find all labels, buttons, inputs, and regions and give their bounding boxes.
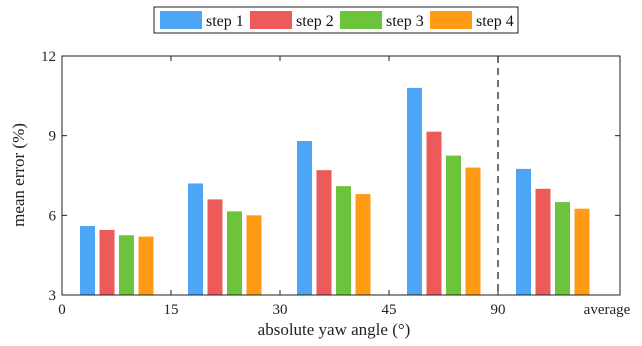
legend-swatch-step-2 <box>250 11 292 29</box>
bar-step-3-45-90 <box>446 155 461 295</box>
bar-step-1-average <box>516 168 531 295</box>
legend-swatch-step-1 <box>160 11 202 29</box>
bars <box>80 87 590 295</box>
y-tick-label-3: 3 <box>49 288 57 304</box>
x-tick-label-average: average <box>584 302 631 318</box>
bar-step-1-15-30 <box>188 183 203 295</box>
legend: step 1 step 2 step 3 step 4 <box>153 6 519 34</box>
y-tick-label-6: 6 <box>49 208 57 224</box>
y-axis-label: mean error (%) <box>9 123 28 227</box>
plot-frame <box>61 55 621 296</box>
bar-step-1-30-45 <box>297 140 312 295</box>
x-tick-label-90: 90 <box>491 302 506 318</box>
x-tick-label-15: 15 <box>164 302 179 318</box>
bar-step-1-45-90 <box>407 87 422 295</box>
x-tick-label-0: 0 <box>58 302 66 318</box>
bar-step-2-average <box>535 188 551 295</box>
legend-label-step-2: step 2 <box>296 13 334 30</box>
legend-label-step-4: step 4 <box>476 13 514 30</box>
y-tick-label-9: 9 <box>49 129 57 145</box>
legend-label-step-3: step 3 <box>386 13 424 30</box>
bar-step-3-average <box>555 202 570 295</box>
bar-step-4-0-15 <box>138 236 154 295</box>
bar-step-1-0-15 <box>80 225 95 295</box>
bar-step-3-30-45 <box>336 186 351 295</box>
bar-step-4-15-30 <box>246 215 262 295</box>
bar-step-2-45-90 <box>426 131 442 295</box>
bar-step-2-15-30 <box>207 199 223 295</box>
bar-step-4-30-45 <box>355 194 371 295</box>
bar-step-2-0-15 <box>99 229 115 295</box>
bar-step-3-0-15 <box>119 235 134 295</box>
bar-step-4-average <box>574 208 590 295</box>
x-tick-label-45: 45 <box>382 302 397 318</box>
legend-label-step-1: step 1 <box>206 13 244 30</box>
legend-swatch-step-4 <box>430 11 472 29</box>
bar-step-2-30-45 <box>316 170 332 295</box>
bar-step-3-15-30 <box>227 211 242 295</box>
x-axis-label: absolute yaw angle (°) <box>258 320 411 339</box>
y-tick-label-12: 12 <box>41 49 56 65</box>
x-tick-label-30: 30 <box>273 302 288 318</box>
axes: 3 6 9 12 0 15 30 45 90 average <box>41 49 631 318</box>
bar-step-4-45-90 <box>465 167 481 295</box>
legend-swatch-step-3 <box>340 11 382 29</box>
